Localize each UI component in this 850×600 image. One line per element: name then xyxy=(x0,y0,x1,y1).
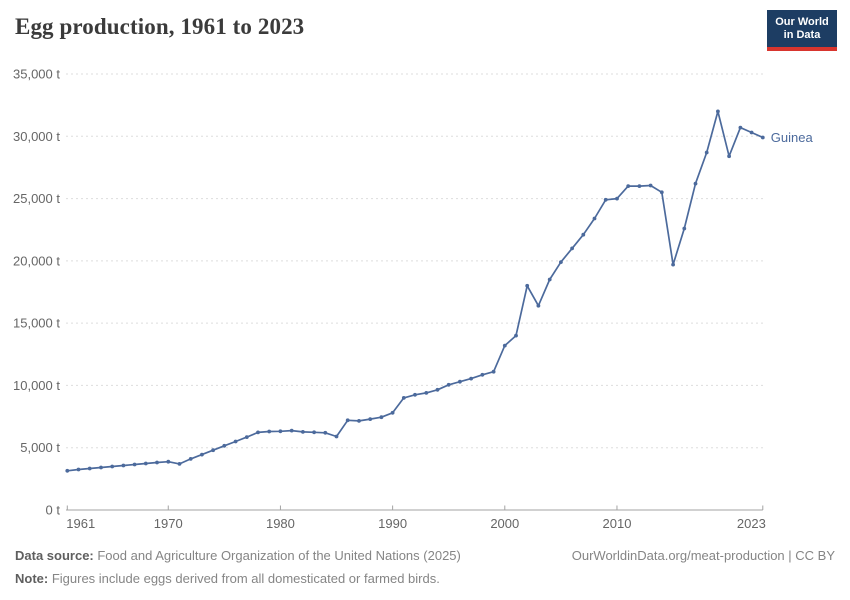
x-tick-label: 2010 xyxy=(603,516,632,531)
data-point[interactable] xyxy=(76,467,81,472)
data-point[interactable] xyxy=(648,183,653,188)
data-point[interactable] xyxy=(188,457,193,461)
y-tick-label: 20,000 t xyxy=(13,253,60,268)
data-point[interactable] xyxy=(446,382,451,387)
data-point[interactable] xyxy=(177,462,182,466)
data-point[interactable] xyxy=(671,262,675,267)
y-tick-label: 30,000 t xyxy=(13,129,60,144)
data-point[interactable] xyxy=(716,109,720,114)
data-point[interactable] xyxy=(547,277,552,282)
data-point[interactable] xyxy=(233,439,238,444)
y-tick-label: 25,000 t xyxy=(13,191,60,206)
data-point[interactable] xyxy=(704,150,709,155)
y-tick-label: 35,000 t xyxy=(13,67,60,82)
data-point[interactable] xyxy=(132,462,137,467)
data-point[interactable] xyxy=(166,459,171,464)
y-tick-label: 10,000 t xyxy=(13,378,60,393)
data-point[interactable] xyxy=(760,135,765,140)
data-point[interactable] xyxy=(390,410,395,415)
data-point[interactable] xyxy=(99,465,103,470)
note-line: Note: Figures include eggs derived from … xyxy=(15,567,835,590)
data-point[interactable] xyxy=(480,372,485,377)
data-point[interactable] xyxy=(289,428,294,433)
gridlines-group xyxy=(66,73,766,449)
data-point[interactable] xyxy=(211,448,216,453)
data-point[interactable] xyxy=(368,417,373,421)
y-tick-label: 5,000 t xyxy=(20,440,60,455)
data-point[interactable] xyxy=(379,415,384,420)
x-tick-label: 1970 xyxy=(154,516,183,531)
chart-title: Egg production, 1961 to 2023 xyxy=(15,14,305,39)
data-point[interactable] xyxy=(244,435,249,439)
data-point[interactable] xyxy=(559,260,563,264)
data-point[interactable] xyxy=(413,392,417,397)
data-point[interactable] xyxy=(603,197,608,202)
data-point[interactable] xyxy=(659,190,664,195)
data-point[interactable] xyxy=(749,130,754,135)
data-source-text: Food and Agriculture Organization of the… xyxy=(93,548,461,563)
data-point[interactable] xyxy=(278,429,283,434)
data-point[interactable] xyxy=(615,196,619,201)
data-point[interactable] xyxy=(435,387,440,392)
data-point[interactable] xyxy=(267,429,272,434)
data-point[interactable] xyxy=(357,419,361,423)
data-point[interactable] xyxy=(121,463,126,468)
data-point[interactable] xyxy=(525,283,530,288)
data-source-line: Data source: Food and Agriculture Organi… xyxy=(15,544,835,567)
data-point[interactable] xyxy=(334,434,339,439)
data-point[interactable] xyxy=(738,125,743,130)
owid-logo: Our World in Data xyxy=(767,10,837,51)
data-source-label: Data source: xyxy=(15,548,94,563)
data-point[interactable] xyxy=(727,154,731,159)
data-point[interactable] xyxy=(637,184,642,188)
data-point[interactable] xyxy=(200,452,204,457)
x-tick-label: 1961 xyxy=(66,516,95,531)
x-tick-label: 2000 xyxy=(490,516,519,531)
data-point[interactable] xyxy=(682,226,687,231)
data-point[interactable] xyxy=(491,369,496,374)
series-line[interactable] xyxy=(67,110,764,472)
data-point[interactable] xyxy=(87,466,92,471)
data-point[interactable] xyxy=(592,216,597,221)
series-label[interactable]: Guinea xyxy=(771,130,814,145)
data-point[interactable] xyxy=(143,461,148,466)
data-point[interactable] xyxy=(424,391,429,395)
note-text: Figures include eggs derived from all do… xyxy=(48,571,440,586)
data-point[interactable] xyxy=(536,303,541,308)
y-tick-label: 0 t xyxy=(46,503,61,518)
data-point[interactable] xyxy=(110,464,115,469)
x-axis: 1961 1970 1980 1990 2000 2010 2023 xyxy=(66,505,766,531)
data-point[interactable] xyxy=(301,430,305,434)
data-point[interactable] xyxy=(469,376,473,381)
note-label: Note: xyxy=(15,571,49,586)
data-point[interactable] xyxy=(581,232,586,237)
data-point[interactable] xyxy=(570,246,574,251)
data-point[interactable] xyxy=(626,184,631,188)
owid-logo-line1: Our World xyxy=(775,16,829,28)
data-point[interactable] xyxy=(256,430,260,435)
data-point[interactable] xyxy=(222,443,227,448)
data-point[interactable] xyxy=(693,181,698,186)
y-tick-label: 15,000 t xyxy=(13,316,60,331)
x-tick-label: 1980 xyxy=(266,516,295,531)
data-point[interactable] xyxy=(323,430,328,435)
x-tick-label: 1990 xyxy=(378,516,407,531)
data-point[interactable] xyxy=(514,333,518,338)
data-point[interactable] xyxy=(401,396,406,400)
owid-logo-line2: in Data xyxy=(783,29,821,41)
chart-footer: Data source: Food and Agriculture Organi… xyxy=(15,544,835,590)
data-point[interactable] xyxy=(345,418,350,423)
series-group: Guinea xyxy=(65,109,814,473)
y-axis-labels: 0 t 5,000 t 10,000 t 15,000 t 20,000 t 25,000… xyxy=(13,67,60,518)
data-point[interactable] xyxy=(155,460,159,465)
data-point[interactable] xyxy=(312,430,316,435)
x-tick-label: 2023 xyxy=(737,516,766,531)
line-chart: 0 t 5,000 t 10,000 t 15,000 t 20,000 t 25,000… xyxy=(13,67,814,532)
data-point[interactable] xyxy=(65,468,70,473)
data-point[interactable] xyxy=(458,379,462,384)
owid-link[interactable]: OurWorldinData.org/meat-production | CC … xyxy=(571,548,835,563)
data-point[interactable] xyxy=(502,343,507,348)
